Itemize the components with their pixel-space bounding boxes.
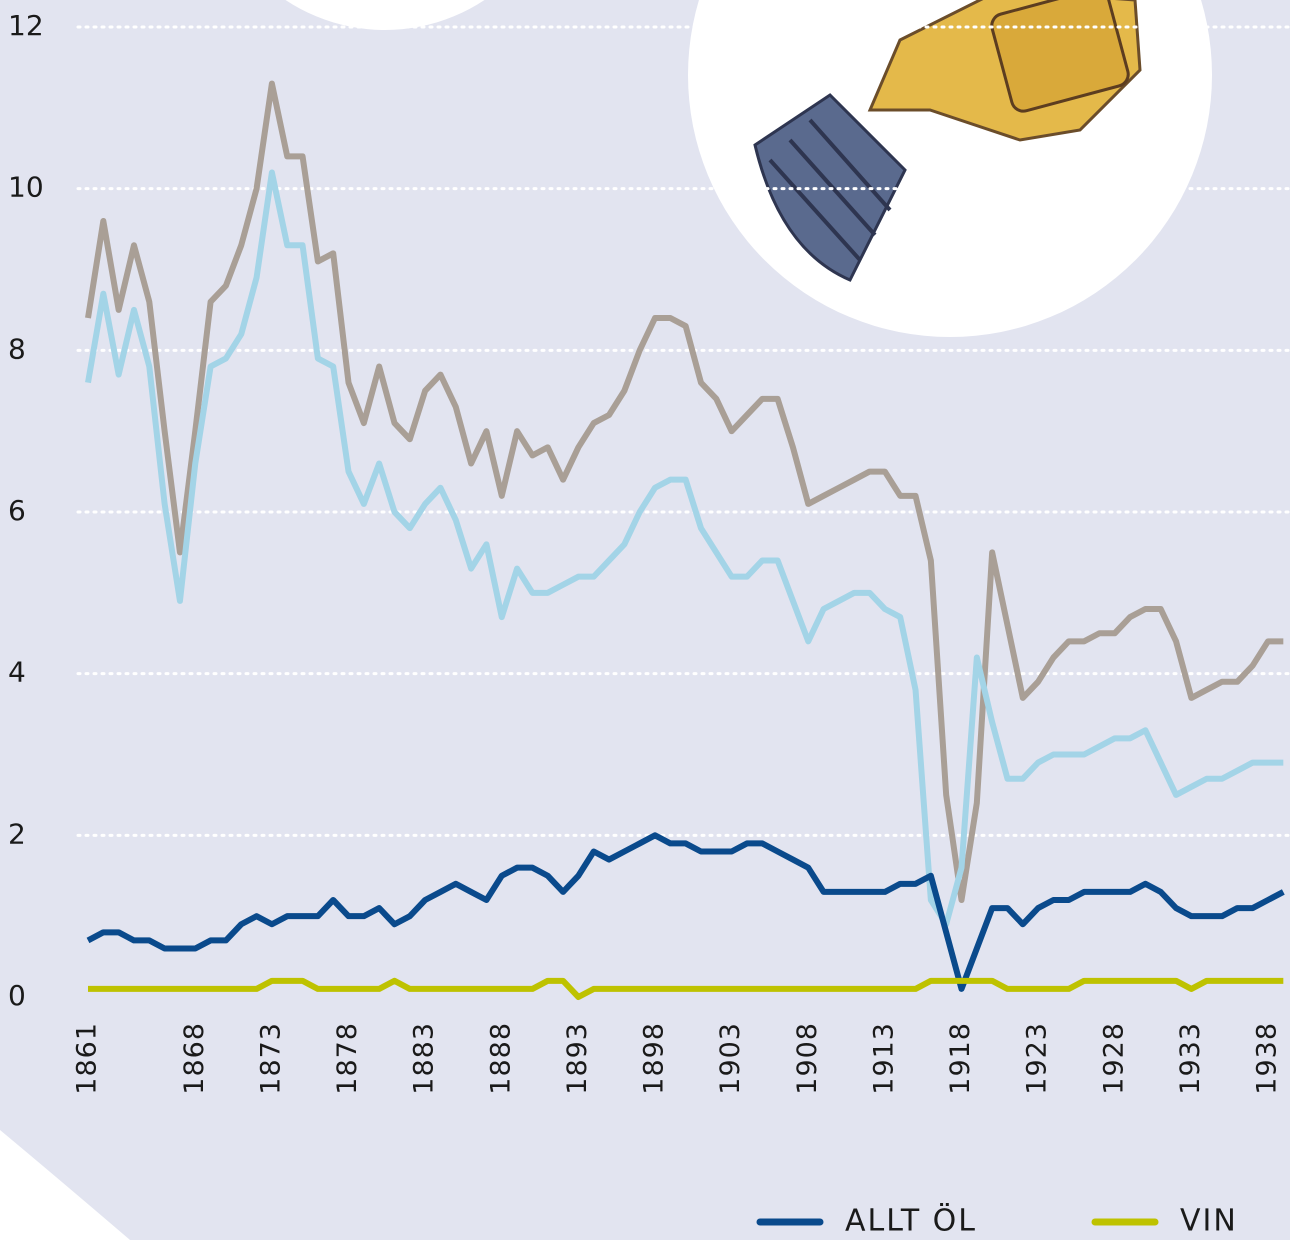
y-tick-label: 12 — [8, 9, 44, 42]
x-tick-label: 1893 — [562, 1022, 593, 1095]
series-line — [86, 832, 1285, 992]
illustration — [688, 0, 1212, 337]
x-tick-label: 1903 — [715, 1022, 746, 1095]
x-tick-label: 1898 — [639, 1022, 670, 1095]
x-tick-label: 1933 — [1175, 1022, 1206, 1095]
y-tick-label: 8 — [8, 332, 26, 365]
x-tick-label: 1938 — [1252, 1022, 1283, 1095]
x-tick-label: 1918 — [945, 1022, 976, 1095]
decor-circle — [285, 0, 485, 30]
x-tick-label: 1883 — [409, 1022, 440, 1095]
legend-label: ALLT ÖL — [845, 1203, 977, 1239]
x-tick-label: 1873 — [255, 1022, 286, 1095]
y-tick-label: 6 — [8, 494, 26, 527]
x-tick-label: 1878 — [332, 1022, 363, 1095]
y-tick-label: 10 — [8, 171, 44, 204]
x-tick-label: 1913 — [868, 1022, 899, 1095]
x-tick-label: 1868 — [179, 1022, 210, 1095]
series-line — [85, 169, 1284, 928]
x-tick-label: 1908 — [792, 1022, 823, 1095]
y-tick-label: 2 — [8, 817, 26, 850]
y-tick-label: 0 — [8, 979, 26, 1012]
x-tick-label: 1888 — [485, 1022, 516, 1095]
series-line — [88, 977, 1284, 1000]
x-tick-label: 1928 — [1098, 1022, 1129, 1095]
x-tick-label: 1923 — [1022, 1022, 1053, 1095]
x-tick-label: 1861 — [72, 1022, 103, 1095]
series-line — [85, 80, 1284, 903]
y-tick-label: 4 — [8, 656, 26, 689]
legend-label: VIN — [1180, 1204, 1238, 1239]
